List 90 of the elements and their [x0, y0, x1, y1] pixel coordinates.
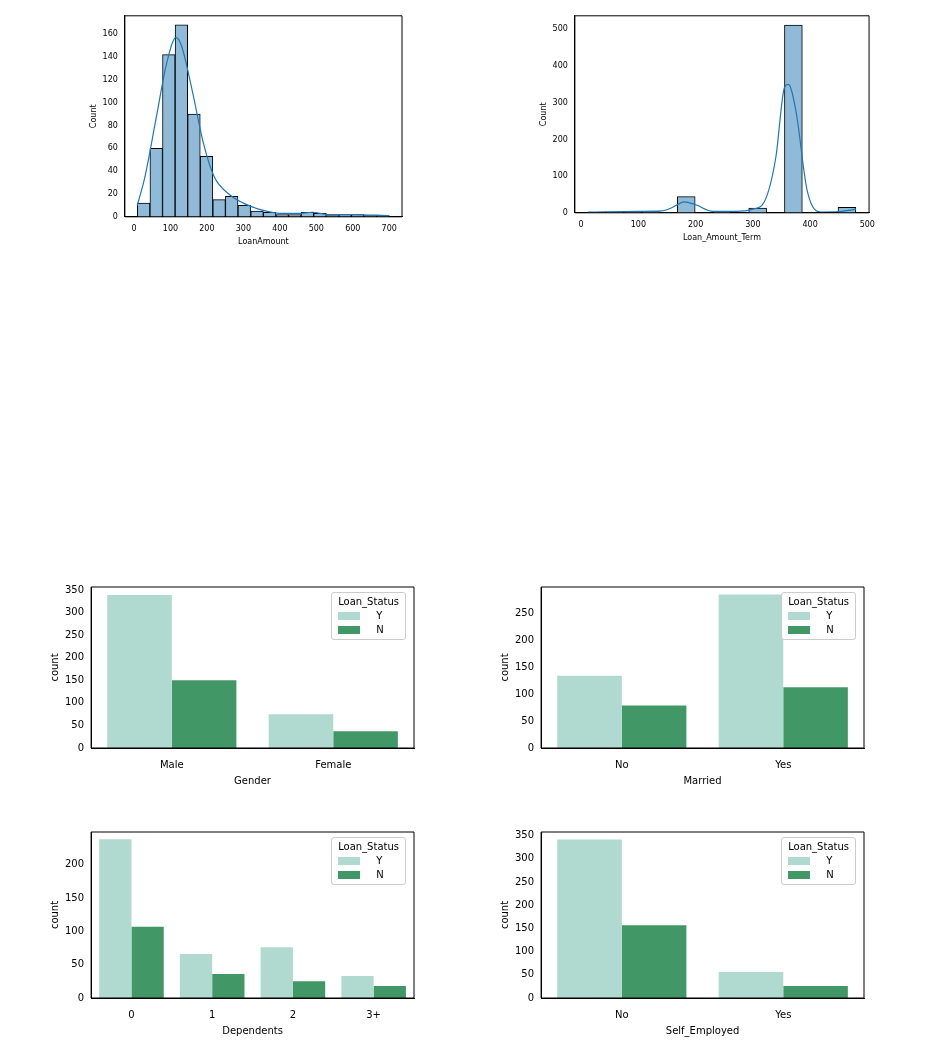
x-axis-title: Dependents	[222, 1024, 283, 1036]
legend-label: Y	[376, 854, 383, 868]
x-tick-label: 500	[308, 223, 324, 233]
y-tick-label: 140	[102, 51, 118, 61]
y-tick-label: 0	[527, 741, 535, 753]
x-tick-label: 100	[162, 223, 179, 233]
x-tick-label: 0	[131, 223, 137, 233]
y-tick-label: 100	[514, 945, 535, 957]
legend-title: Loan_Status	[788, 840, 849, 854]
x-tick-label: 600	[345, 223, 361, 233]
y-tick-label: 50	[521, 714, 535, 726]
legend-title: Loan_Status	[338, 840, 399, 854]
x-tick-label: Yes	[774, 758, 792, 770]
y-tick-label: 0	[562, 207, 568, 217]
legend-label: N	[376, 868, 384, 882]
x-tick-label: 100	[630, 219, 647, 229]
y-tick-label: 500	[552, 24, 568, 34]
x-axis-title: Self_Employed	[665, 1024, 740, 1037]
y-tick-label: 150	[64, 891, 85, 903]
x-tick-label: Female	[315, 758, 352, 770]
y-tick-label: 0	[527, 991, 535, 1003]
y-tick-label: 250	[514, 875, 535, 887]
legend-label: Y	[826, 609, 833, 623]
y-tick-label: 150	[514, 660, 535, 672]
y-tick-label: 100	[64, 924, 85, 936]
x-tick-label: 300	[745, 219, 761, 229]
y-tick-label: 100	[64, 696, 85, 708]
x-tick-label: 2	[289, 1008, 297, 1020]
y-tick-label: 250	[514, 606, 535, 618]
y-tick-label: 150	[64, 673, 85, 685]
y-axis-title: count	[48, 900, 60, 930]
y-tick-label: 400	[552, 61, 568, 71]
y-tick-label: 200	[552, 134, 568, 144]
legend-label: N	[376, 623, 384, 637]
x-tick-label: 400	[802, 219, 818, 229]
y-axis-title: Count	[88, 104, 98, 129]
y-tick-label: 200	[514, 898, 535, 910]
x-axis-title: Loan_Amount_Term	[682, 233, 762, 243]
x-tick-label: 500	[859, 219, 875, 229]
x-tick-label: 3+	[366, 1008, 382, 1020]
y-tick-label: 300	[64, 606, 85, 618]
x-tick-label: No	[615, 758, 629, 770]
x-tick-label: 0	[578, 219, 584, 229]
y-axis-title: count	[498, 900, 510, 930]
legend-label: N	[826, 623, 834, 637]
y-tick-label: 100	[102, 97, 118, 107]
x-tick-label: 700	[381, 223, 397, 233]
y-tick-label: 200	[64, 651, 85, 663]
x-tick-label: No	[615, 1008, 629, 1020]
y-tick-label: 50	[71, 719, 85, 731]
y-tick-label: 50	[71, 958, 85, 970]
legend-title: Loan_Status	[788, 595, 849, 609]
y-tick-label: 0	[77, 741, 85, 753]
x-tick-label: 0	[128, 1008, 135, 1020]
y-axis-title: count	[498, 653, 510, 682]
x-tick-label: 200	[687, 219, 704, 229]
x-tick-label: 300	[235, 223, 252, 233]
y-tick-label: 20	[107, 189, 118, 199]
x-tick-label: Yes	[774, 1008, 792, 1020]
legend-label: Y	[376, 609, 383, 623]
y-tick-label: 60	[107, 143, 118, 153]
x-axis-title: Married	[683, 774, 722, 786]
x-tick-label: 400	[272, 223, 288, 233]
y-tick-label: 80	[107, 120, 118, 130]
y-tick-label: 250	[64, 628, 85, 640]
y-tick-label: 160	[102, 29, 118, 39]
y-tick-label: 100	[552, 171, 568, 181]
x-axis-title: LoanAmount	[238, 237, 289, 247]
y-tick-label: 150	[514, 922, 535, 934]
y-tick-label: 0	[77, 991, 85, 1003]
y-tick-label: 100	[514, 687, 535, 699]
x-axis-title: Gender	[234, 774, 272, 786]
x-tick-label: Male	[159, 758, 184, 770]
y-tick-label: 50	[521, 968, 535, 980]
y-axis-title: count	[48, 653, 60, 682]
legend-title: Loan_Status	[338, 595, 399, 609]
y-tick-label: 200	[64, 858, 85, 870]
x-tick-label: 1	[208, 1008, 216, 1020]
y-axis-title: Count	[538, 102, 548, 127]
x-tick-label: 200	[199, 223, 215, 233]
legend-label: N	[826, 868, 834, 882]
legend-label: Y	[826, 854, 833, 868]
y-tick-label: 40	[107, 166, 118, 176]
y-tick-label: 300	[514, 852, 535, 864]
y-tick-label: 300	[552, 97, 568, 107]
y-tick-label: 200	[514, 633, 535, 645]
y-tick-label: 120	[102, 74, 118, 84]
y-tick-label: 0	[112, 211, 118, 221]
y-tick-label: 350	[64, 583, 85, 595]
y-tick-label: 350	[514, 829, 535, 841]
